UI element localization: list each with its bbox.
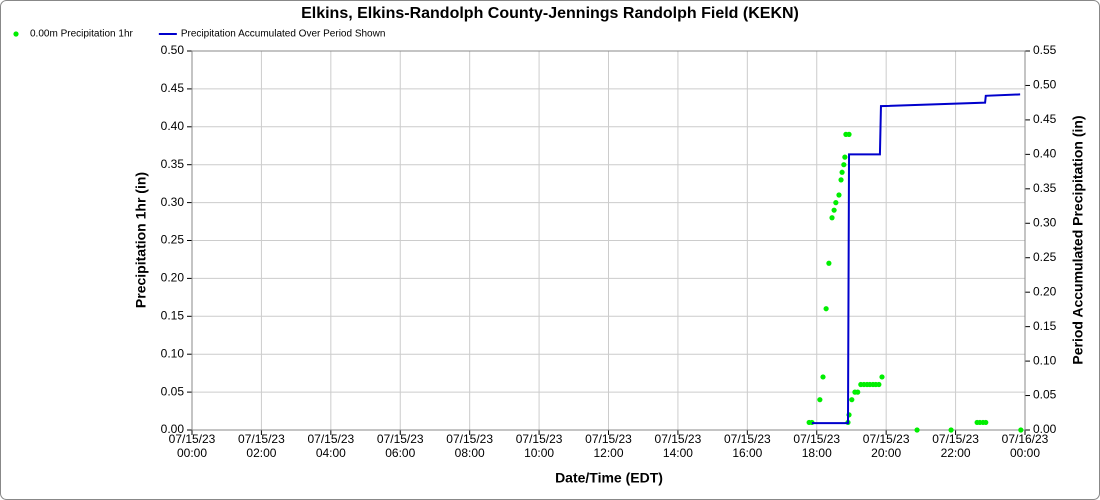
point [829, 215, 835, 221]
y-tick-label: 0.10 [161, 346, 185, 360]
x-tick-label: 07/15/23 00:00 [169, 432, 216, 460]
chart-title: Elkins, Elkins-Randolph County-Jennings … [301, 5, 799, 22]
point [841, 162, 847, 168]
legend-label: Precipitation Accumulated Over Period Sh… [181, 29, 386, 40]
point [983, 419, 989, 426]
point [820, 374, 826, 380]
point [836, 192, 842, 198]
point [833, 200, 839, 206]
point [855, 389, 861, 395]
y-tick-label: 0.00 [161, 422, 185, 436]
y-tick-label: 0.25 [161, 233, 185, 247]
y2-tick-label: 0.50 [1033, 78, 1057, 92]
point [879, 374, 885, 380]
point [839, 169, 845, 175]
y2-tick-label: 0.35 [1033, 181, 1057, 195]
x-tick-label: 07/15/23 22:00 [932, 432, 979, 460]
x-axis-title: Date/Time (EDT) [555, 470, 663, 486]
point [876, 381, 882, 388]
point [831, 207, 837, 213]
y2-tick-label: 0.00 [1033, 422, 1057, 436]
y2-tick-label: 0.15 [1033, 319, 1057, 333]
y-tick-label: 0.45 [161, 81, 185, 95]
point [826, 260, 832, 266]
y-tick-label: 0.30 [161, 195, 185, 209]
y2-tick-label: 0.40 [1033, 147, 1057, 161]
point [914, 427, 920, 433]
x-tick-label: 07/15/23 18:00 [793, 432, 840, 460]
point [842, 154, 848, 160]
y-tick-label: 0.35 [161, 157, 185, 171]
y-axis-title: Precipitation 1hr (in) [133, 172, 149, 308]
y2-tick-label: 0.10 [1033, 353, 1057, 367]
point [817, 397, 823, 403]
x-tick-label: 07/15/23 06:00 [377, 432, 424, 460]
point [838, 177, 844, 183]
x-tick-label: 07/15/23 16:00 [724, 432, 771, 460]
x-tick-label: 07/15/23 14:00 [655, 432, 702, 460]
y2-tick-label: 0.25 [1033, 250, 1057, 264]
point [846, 131, 852, 137]
y2-tick-label: 0.20 [1033, 284, 1057, 298]
plot-area [191, 50, 1026, 431]
x-tick-label: 07/16/23 00:00 [1002, 432, 1049, 460]
point [823, 306, 829, 312]
line [811, 93, 1021, 425]
y2-tick-label: 0.30 [1033, 215, 1057, 229]
y2-axis-title: Period Accumulated Precipitation (in) [1070, 115, 1086, 364]
x-tick-label: 07/15/23 08:00 [446, 432, 493, 460]
x-tick-label: 07/15/23 20:00 [863, 432, 910, 460]
x-tick-label: 07/15/23 12:00 [585, 432, 632, 460]
x-tick-label: 07/15/23 10:00 [516, 432, 563, 460]
x-tick-label: 07/15/23 02:00 [238, 432, 285, 460]
y-tick-label: 0.20 [161, 271, 185, 285]
y-tick-label: 0.05 [161, 384, 185, 398]
legend-marker [13, 31, 19, 37]
point [849, 397, 855, 403]
point [948, 427, 954, 433]
y-tick-label: 0.40 [161, 119, 185, 133]
y-tick-label: 0.50 [161, 43, 185, 57]
y2-tick-label: 0.05 [1033, 388, 1057, 402]
legend-label: 0.00m Precipitation 1hr [30, 29, 134, 40]
point [1018, 427, 1024, 433]
y-tick-label: 0.15 [161, 308, 185, 322]
x-tick-label: 07/15/23 04:00 [307, 432, 354, 460]
y2-tick-label: 0.45 [1033, 112, 1057, 126]
y2-tick-label: 0.55 [1033, 43, 1057, 57]
